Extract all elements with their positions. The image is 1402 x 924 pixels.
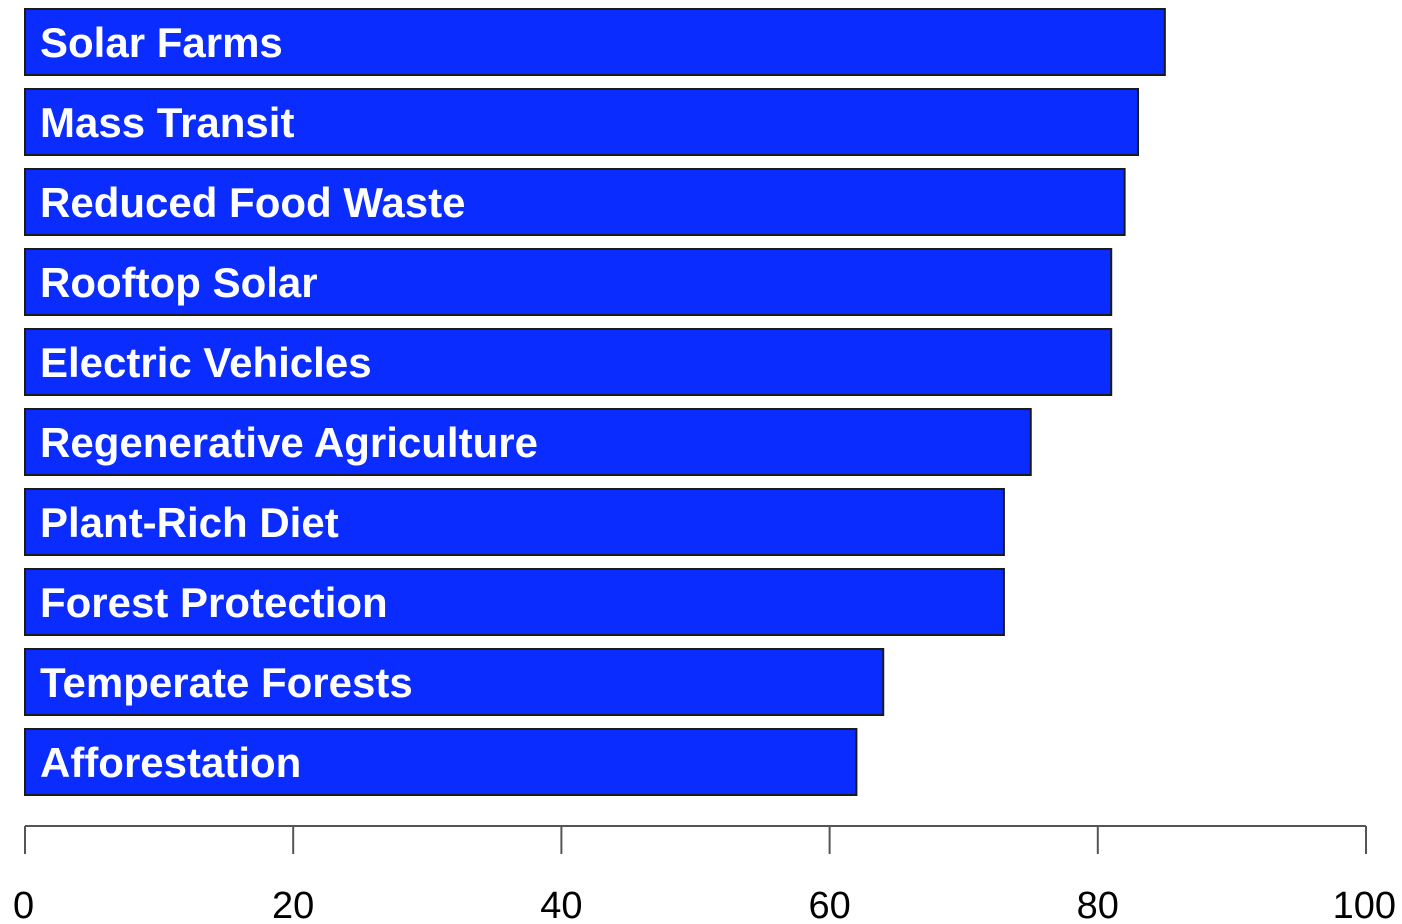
bar (24, 248, 1113, 316)
bar (24, 168, 1126, 236)
bar (24, 328, 1113, 396)
x-tick-label: 100 (1333, 885, 1396, 924)
x-tick-label: 60 (808, 885, 850, 924)
bar-labels-group: Solar Farms Mass Transit Reduced Food Wast… (40, 19, 538, 786)
bars-group (24, 8, 1166, 796)
bar-label: Mass Transit (40, 99, 294, 146)
x-tick-label: 0 (13, 885, 34, 924)
bar (24, 8, 1166, 76)
bar-label: Reduced Food Waste (40, 179, 465, 226)
bar (24, 488, 1005, 556)
x-tick-label: 40 (540, 885, 582, 924)
x-tick-label: 80 (1077, 885, 1119, 924)
bar-label: Afforestation (40, 739, 301, 786)
x-axis: 0 20 40 60 80 100 (13, 825, 1396, 924)
bar-label: Electric Vehicles (40, 339, 372, 386)
bar-label: Temperate Forests (40, 659, 413, 706)
bar-label: Rooftop Solar (40, 259, 318, 306)
bar-label: Regenerative Agriculture (40, 419, 538, 466)
bar (24, 728, 858, 796)
bar (24, 568, 1005, 636)
bar-label: Solar Farms (40, 19, 283, 66)
bar (24, 408, 1032, 476)
bar-label: Forest Protection (40, 579, 388, 626)
bar-label: Plant-Rich Diet (40, 499, 339, 546)
x-tick-label: 20 (272, 885, 314, 924)
bar (24, 648, 885, 716)
bar (24, 88, 1140, 156)
